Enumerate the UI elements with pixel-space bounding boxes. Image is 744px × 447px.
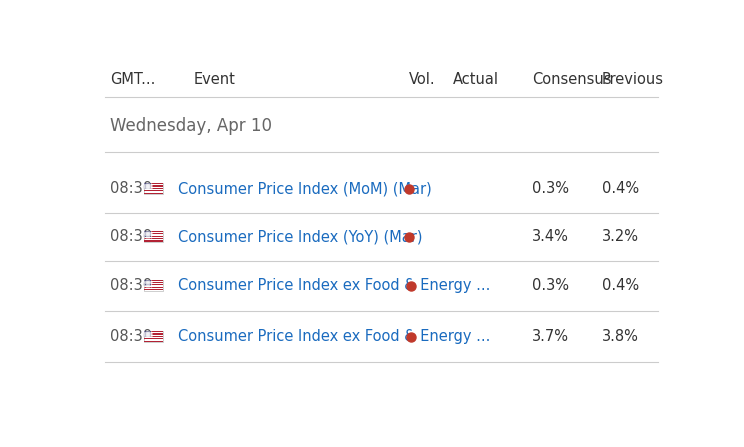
Text: 3.4%: 3.4% — [533, 229, 569, 244]
FancyBboxPatch shape — [144, 241, 163, 242]
FancyBboxPatch shape — [144, 338, 163, 339]
FancyBboxPatch shape — [144, 231, 151, 237]
FancyBboxPatch shape — [144, 183, 163, 184]
Text: Event: Event — [194, 72, 236, 87]
FancyBboxPatch shape — [144, 185, 163, 186]
Text: 0.4%: 0.4% — [602, 181, 638, 196]
FancyBboxPatch shape — [144, 287, 163, 288]
FancyBboxPatch shape — [144, 193, 163, 194]
Text: 08:30: 08:30 — [110, 278, 153, 294]
FancyBboxPatch shape — [144, 334, 163, 335]
FancyBboxPatch shape — [144, 238, 163, 239]
Text: Actual: Actual — [453, 72, 499, 87]
Text: 3.8%: 3.8% — [602, 329, 638, 344]
Text: 08:30: 08:30 — [110, 329, 153, 344]
Text: Consumer Price Index ex Food & Energy ...: Consumer Price Index ex Food & Energy ..… — [179, 329, 491, 344]
Text: Consensus: Consensus — [533, 72, 612, 87]
FancyBboxPatch shape — [144, 183, 163, 194]
FancyBboxPatch shape — [144, 186, 163, 187]
FancyBboxPatch shape — [144, 284, 163, 285]
FancyBboxPatch shape — [144, 188, 163, 189]
FancyBboxPatch shape — [144, 190, 163, 191]
FancyBboxPatch shape — [144, 331, 151, 337]
FancyBboxPatch shape — [144, 282, 163, 283]
FancyBboxPatch shape — [144, 280, 163, 281]
FancyBboxPatch shape — [144, 280, 151, 287]
Text: 3.7%: 3.7% — [533, 329, 569, 344]
Text: Vol.: Vol. — [409, 72, 435, 87]
FancyBboxPatch shape — [144, 289, 163, 290]
Text: Consumer Price Index (YoY) (Mar): Consumer Price Index (YoY) (Mar) — [179, 229, 423, 244]
FancyBboxPatch shape — [144, 336, 163, 337]
Text: 0.3%: 0.3% — [533, 181, 569, 196]
Text: 08:30: 08:30 — [110, 229, 153, 244]
FancyBboxPatch shape — [144, 231, 163, 232]
FancyBboxPatch shape — [144, 233, 163, 234]
FancyBboxPatch shape — [144, 231, 163, 242]
FancyBboxPatch shape — [144, 235, 163, 236]
Text: 0.4%: 0.4% — [602, 278, 638, 294]
FancyBboxPatch shape — [144, 286, 163, 287]
FancyBboxPatch shape — [144, 236, 163, 237]
Text: 0.3%: 0.3% — [533, 278, 569, 294]
FancyBboxPatch shape — [144, 183, 151, 189]
Text: GMT...: GMT... — [110, 72, 155, 87]
FancyBboxPatch shape — [144, 331, 163, 332]
Text: 3.2%: 3.2% — [602, 229, 638, 244]
FancyBboxPatch shape — [144, 341, 163, 342]
FancyBboxPatch shape — [144, 191, 163, 192]
FancyBboxPatch shape — [144, 331, 163, 342]
Text: 08:30: 08:30 — [110, 181, 153, 196]
Text: Wednesday, Apr 10: Wednesday, Apr 10 — [110, 117, 272, 135]
Text: Previous: Previous — [602, 72, 664, 87]
Text: Consumer Price Index (MoM) (Mar): Consumer Price Index (MoM) (Mar) — [179, 181, 432, 196]
Text: Consumer Price Index ex Food & Energy ...: Consumer Price Index ex Food & Energy ..… — [179, 278, 491, 294]
FancyBboxPatch shape — [144, 280, 163, 291]
